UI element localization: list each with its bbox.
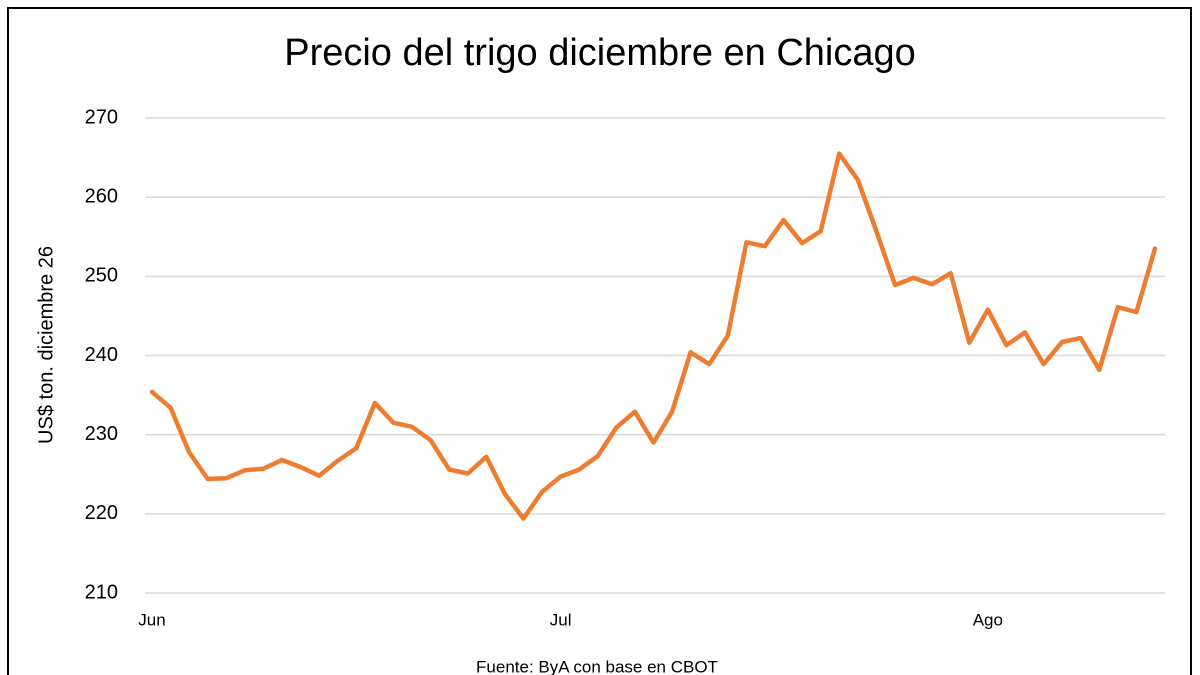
- data-line: [149, 151, 1158, 521]
- y-tick-label: 210: [85, 581, 118, 603]
- y-axis-label: US$ ton. diciembre 26: [35, 246, 57, 444]
- chart-frame: [7, 7, 1192, 675]
- y-tick-label: 230: [85, 423, 118, 445]
- y-tick-label: 220: [85, 502, 118, 524]
- x-tick-label: Jul: [550, 610, 572, 629]
- x-tick-label: Jun: [138, 610, 165, 629]
- chart-title: Precio del trigo diciembre en Chicago: [284, 32, 916, 74]
- x-tick-label: Ago: [973, 610, 1003, 629]
- y-tick-label: 270: [85, 106, 118, 128]
- y-tick-label: 240: [85, 344, 118, 366]
- y-tick-label: 260: [85, 185, 118, 207]
- source-note: Fuente: ByA con base en CBOT: [476, 657, 718, 675]
- y-tick-label: 250: [85, 265, 118, 287]
